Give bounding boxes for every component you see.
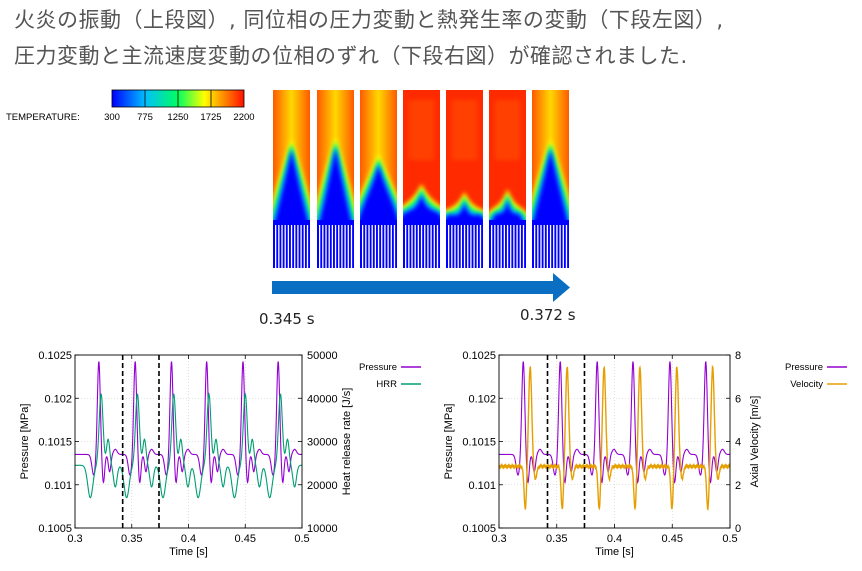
colorbar-tick-label: 775 xyxy=(137,112,153,123)
x-axis-label: Time [s] xyxy=(169,546,208,558)
flame-panel xyxy=(403,90,440,268)
colorbar-label: TEMPERATURE: xyxy=(6,112,80,123)
x-tick-label: 0.4 xyxy=(607,533,622,545)
legend-label-pressure: Pressure xyxy=(359,362,397,373)
chart-pressure-velocity: 0.3 0.35 0.4 0.45 0.5 0.1005 0.101 0.1015 0.102 0… xyxy=(443,350,847,558)
y2-tick-label: 10000 xyxy=(307,523,338,535)
y2-tick-label: 2 xyxy=(735,480,741,492)
flame-panel xyxy=(489,90,526,268)
x-tick-label: 0.45 xyxy=(235,533,256,545)
series-line-velocity xyxy=(499,364,730,511)
legend-label-pressure: Pressure xyxy=(785,362,823,373)
y2-tick-label: 4 xyxy=(735,437,741,449)
y2-axis-label: Axial Velocity [m/s] xyxy=(749,396,761,488)
x-tick-label: 0.35 xyxy=(121,533,142,545)
x-tick-label: 0.5 xyxy=(294,533,309,545)
chart-pressure-hrr: 0.3 0.35 0.4 0.45 0.5 0.1005 0.101 0.1015 0.102 0… xyxy=(19,350,421,558)
y-tick-label: 0.1015 xyxy=(462,437,496,449)
y2-tick-label: 0 xyxy=(735,523,741,535)
y-tick-label: 0.1015 xyxy=(38,437,72,449)
x-tick-label: 0.4 xyxy=(181,533,196,545)
colorbar: TEMPERATURE: 300 775 1250 1725 2200 xyxy=(6,89,255,123)
legend-label-velocity: Velocity xyxy=(790,379,823,390)
series-line-hrr xyxy=(75,392,302,499)
y2-tick-label: 30000 xyxy=(307,437,338,449)
x-tick-label: 0.3 xyxy=(67,533,82,545)
flame-panel xyxy=(446,90,483,268)
y-tick-label: 0.1005 xyxy=(462,523,496,535)
colorbar-tick-label: 1250 xyxy=(167,112,188,123)
y2-tick-label: 20000 xyxy=(307,480,338,492)
y-tick-label: 0.1005 xyxy=(38,523,72,535)
y2-tick-label: 6 xyxy=(735,393,741,405)
caption-line-2: 圧力変動と主流速度変動の位相のずれ（下段右図）が確認されました. xyxy=(14,44,688,68)
flame-snapshots xyxy=(273,90,569,268)
x-tick-label: 0.5 xyxy=(722,533,737,545)
caption-line-1: 火炎の振動（上段図）, 同位相の圧力変動と熱発生率の変動（下段左図）, xyxy=(14,8,724,32)
arrow-end-label: 0.372 s xyxy=(520,306,576,324)
y2-tick-label: 8 xyxy=(735,350,741,362)
y-axis-label: Pressure [MPa] xyxy=(443,404,455,480)
time-arrow-head xyxy=(553,273,570,302)
flame-panel xyxy=(360,90,397,268)
time-arrow: 0.345 s 0.372 s xyxy=(259,273,576,328)
y2-axis-label: Heat release rate [J/s] xyxy=(341,388,353,496)
y2-tick-label: 40000 xyxy=(307,393,338,405)
y-axis-label: Pressure [MPa] xyxy=(19,404,31,480)
flame-panel xyxy=(532,90,569,268)
arrow-start-label: 0.345 s xyxy=(259,310,315,328)
y-tick-label: 0.1025 xyxy=(462,350,496,362)
colorbar-tick-label: 1725 xyxy=(200,112,221,123)
x-tick-label: 0.45 xyxy=(662,533,683,545)
y-tick-label: 0.1025 xyxy=(38,350,72,362)
y-tick-label: 0.101 xyxy=(44,480,72,492)
y2-tick-label: 50000 xyxy=(307,350,338,362)
series-line-pressure xyxy=(75,361,302,484)
y-tick-label: 0.101 xyxy=(468,480,496,492)
flame-panel xyxy=(317,90,354,268)
x-tick-label: 0.3 xyxy=(491,533,506,545)
y-tick-label: 0.102 xyxy=(468,393,496,405)
x-axis-label: Time [s] xyxy=(595,546,634,558)
flame-panel xyxy=(273,90,310,268)
legend-label-hrr: HRR xyxy=(376,379,397,390)
series-line-pressure xyxy=(499,361,730,484)
x-tick-label: 0.35 xyxy=(546,533,567,545)
colorbar-tick-label: 300 xyxy=(104,112,120,123)
colorbar-tick-label: 2200 xyxy=(233,112,254,123)
y-tick-label: 0.102 xyxy=(44,393,72,405)
time-arrow-shaft xyxy=(272,281,555,294)
